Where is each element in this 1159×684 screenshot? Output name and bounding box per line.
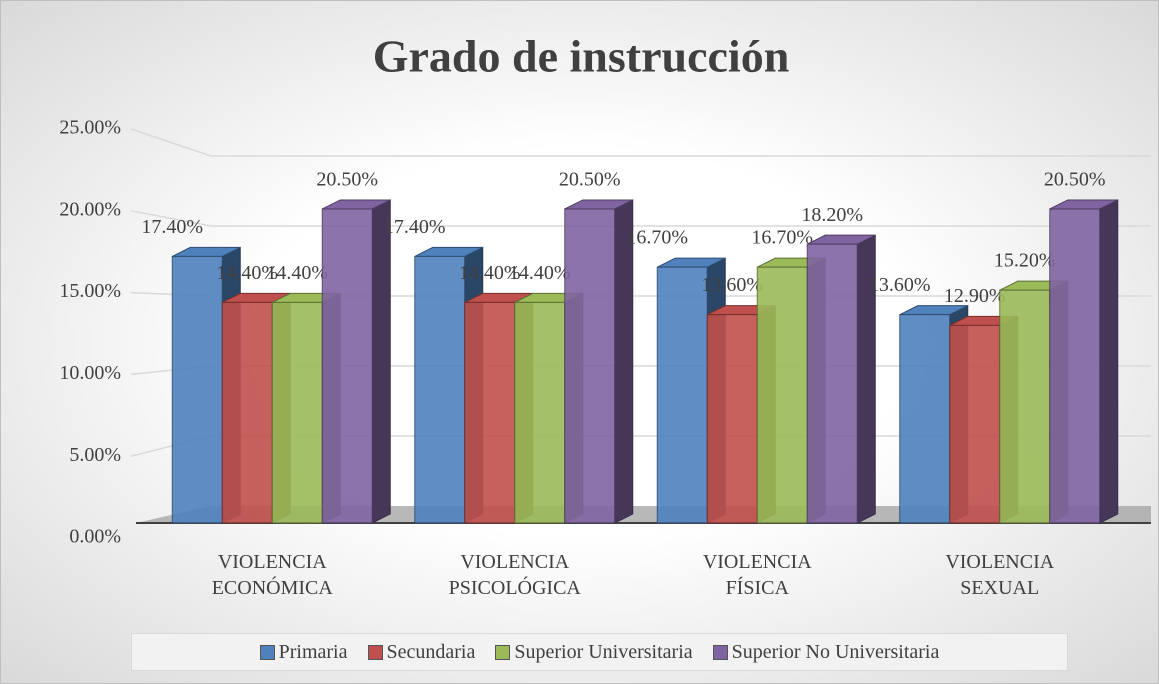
value-label: 13.60% [869, 274, 931, 296]
bar-front [656, 266, 708, 524]
grid-line [130, 128, 1151, 157]
bar-front [756, 266, 808, 524]
x-tick-label: VIOLENCIA PSICOLÓGICA [448, 551, 581, 599]
value-label: 14.40% [509, 262, 571, 284]
x-tick-label: VIOLENCIA SEXUAL [945, 551, 1055, 599]
legend-label: Primaria [278, 640, 348, 663]
legend-label: Superior No Universitaria [731, 640, 940, 663]
value-label: 20.50% [316, 169, 378, 191]
grid-line [130, 210, 1151, 227]
legend-item: Secundaria [367, 640, 476, 664]
legend-item: Superior Universitaria [495, 640, 693, 664]
y-tick-label: 15.00% [59, 280, 121, 302]
value-label: 20.50% [1044, 169, 1106, 191]
value-label: 12.90% [944, 285, 1006, 307]
bar-front [899, 314, 951, 524]
bar-side [1099, 199, 1119, 524]
value-label: 18.20% [801, 204, 863, 226]
value-label: 14.40% [216, 262, 278, 284]
chart-title: Grado de instrucción [373, 31, 790, 82]
bar-front [1049, 208, 1101, 524]
legend-label: Superior Universitaria [514, 640, 693, 663]
value-label: 14.40% [459, 262, 521, 284]
legend-item: Primaria [259, 640, 348, 664]
value-label: 17.40% [141, 216, 203, 238]
value-label: 16.70% [626, 227, 688, 249]
y-tick-label: 0.00% [69, 526, 121, 548]
bar [321, 199, 391, 524]
legend-swatch [712, 644, 728, 660]
value-label: 16.70% [751, 227, 813, 249]
legend-swatch [367, 644, 383, 660]
y-tick-label: 20.00% [59, 198, 121, 220]
bar [564, 199, 634, 524]
x-tick-label: VIOLENCIA ECONÓMICA [211, 551, 333, 599]
bar [1049, 199, 1119, 524]
value-label: 17.40% [384, 216, 446, 238]
bar-front [564, 208, 616, 524]
legend-item: Superior No Universitaria [712, 640, 940, 664]
bar-front [806, 243, 858, 524]
value-label: 20.50% [559, 169, 621, 191]
value-label: 13.60% [701, 274, 763, 296]
legend-label: Secundaria [386, 640, 476, 663]
bar-front [271, 301, 323, 524]
bar-front [999, 289, 1051, 524]
y-tick-label: 5.00% [69, 444, 121, 466]
y-tick-label: 10.00% [59, 362, 121, 384]
bar-front [706, 314, 758, 524]
bar-front [949, 324, 1001, 524]
bar-front [221, 301, 273, 524]
bar-front [321, 208, 373, 524]
bar-front [171, 255, 223, 524]
bar-side [371, 199, 391, 524]
bar-front [514, 301, 566, 524]
legend-swatch [495, 644, 511, 660]
legend: Primaria Secundaria Superior Universitaria… [131, 633, 1068, 671]
value-label: 14.40% [266, 262, 328, 284]
legend-swatch [259, 644, 275, 660]
y-tick-label: 25.00% [59, 117, 121, 139]
x-tick-label: VIOLENCIA FÍSICA [702, 551, 812, 599]
value-label: 15.20% [994, 250, 1056, 272]
bar [806, 234, 876, 524]
bar-front [464, 301, 516, 524]
bar-front [414, 255, 466, 524]
